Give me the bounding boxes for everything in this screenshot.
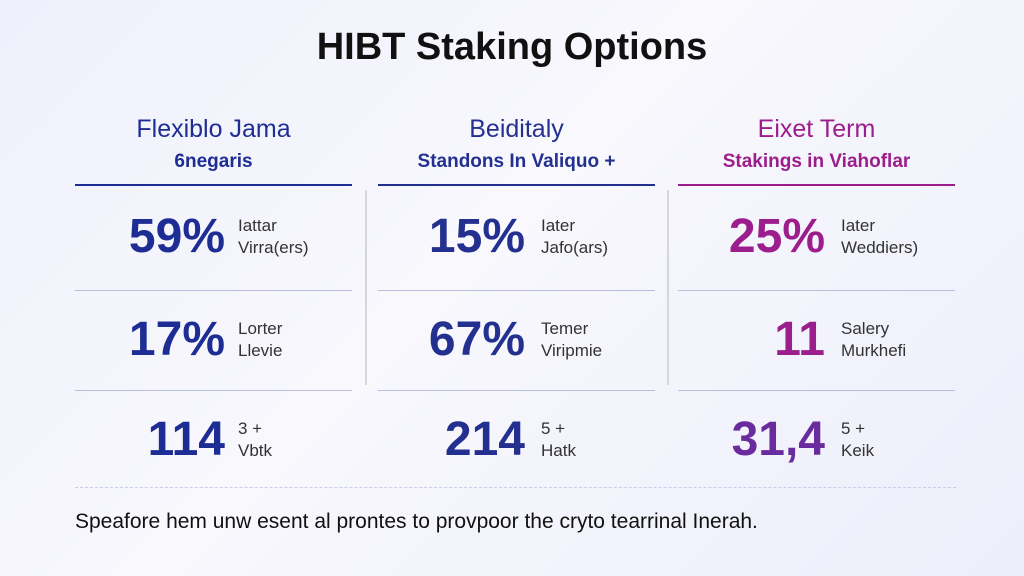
stat-label: 5 + (841, 419, 866, 438)
column-heading: Beiditaly (469, 115, 564, 143)
column-rule (678, 184, 955, 186)
stat-value: 31,4 (731, 413, 825, 466)
stat-value: 114 (147, 413, 225, 466)
stat-label: 3 + (238, 419, 263, 438)
stat-label: Virra(ers) (238, 238, 309, 257)
stat-value: 11 (774, 313, 825, 366)
stat-label: Temer (541, 319, 589, 338)
stat-label: Keik (841, 441, 875, 460)
row-rule (75, 390, 352, 391)
stat-label: Viripmie (541, 341, 603, 360)
column-subheading: 6negaris (174, 151, 253, 172)
row-rule (678, 290, 955, 291)
stat-value: 214 (444, 413, 525, 466)
stat-label: Lorter (238, 319, 283, 338)
row-rule (378, 390, 655, 391)
column-rule (75, 184, 352, 186)
stat-label: Iater (541, 216, 576, 235)
stat-label: 5 + (541, 419, 566, 438)
column-heading: Eixet Term (757, 115, 876, 143)
title: HIBT Staking Options (316, 26, 708, 68)
row-rule (75, 290, 352, 291)
stat-label: Weddiers) (841, 238, 919, 257)
stat-label: Hatk (541, 441, 576, 460)
divider (75, 487, 956, 488)
stat-label: Salery (841, 319, 890, 338)
stat-value: 59% (128, 210, 225, 263)
stat-label: Iater (841, 216, 876, 235)
column-subheading: Stakings in Viahoflar (722, 151, 911, 172)
stat-label: Murkhefi (841, 341, 907, 360)
stat-value: 17% (128, 313, 225, 366)
stat-value: 67% (428, 313, 525, 366)
stat-label: Jafo(ars) (541, 238, 609, 257)
column-heading: Flexiblo Jama (136, 115, 291, 143)
stat-value: 25% (728, 210, 825, 263)
column-subheading: Standons In Valiquo + (417, 151, 616, 172)
column-separator (667, 190, 669, 385)
row-rule (378, 290, 655, 291)
stat-label: Iattar (238, 216, 277, 235)
stat-value: 15% (428, 210, 525, 263)
stat-label: Vbtk (238, 441, 273, 460)
footer-text: Speafore hem unw esent al prontes to pro… (75, 510, 758, 533)
column-rule (378, 184, 655, 186)
column-separator (365, 190, 367, 385)
row-rule (678, 390, 955, 391)
stat-label: Llevie (238, 341, 283, 360)
